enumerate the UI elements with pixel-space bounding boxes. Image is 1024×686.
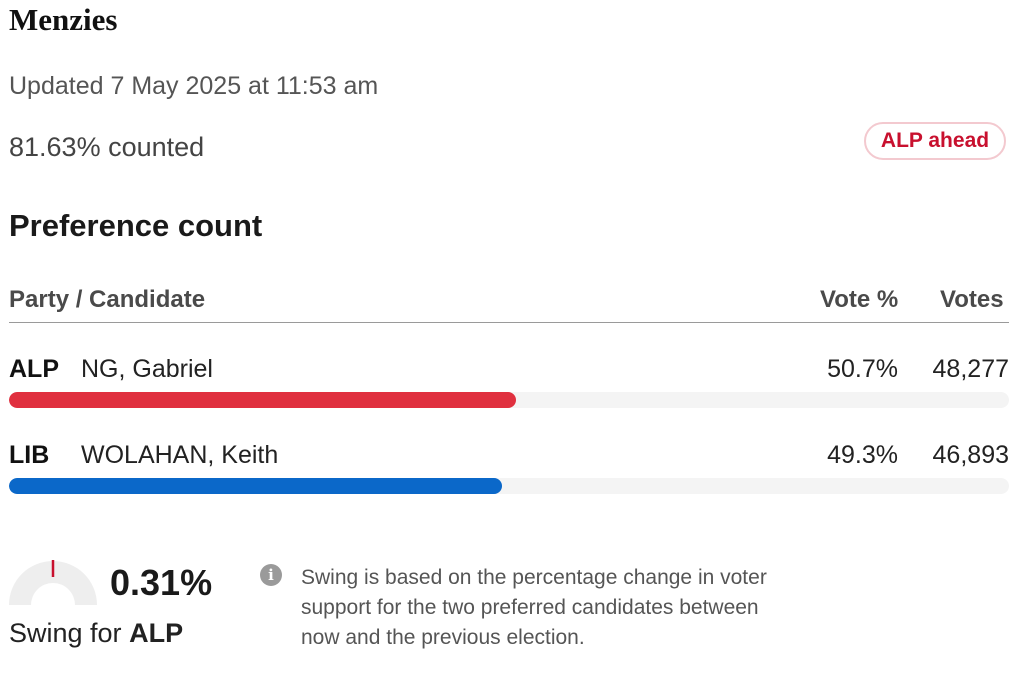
- status-badge: ALP ahead: [864, 122, 1006, 160]
- section-title: Preference count: [9, 208, 263, 243]
- header-divider: [9, 322, 1009, 323]
- swing-party: ALP: [129, 618, 184, 648]
- swing-label-prefix: Swing for: [9, 618, 122, 648]
- header-votes: Votes: [940, 286, 1004, 313]
- swing-explanation: Swing is based on the percentage change …: [301, 566, 767, 649]
- info-icon[interactable]: i: [260, 564, 282, 586]
- updated-timestamp: Updated 7 May 2025 at 11:53 am: [9, 72, 379, 100]
- header-party-candidate: Party / Candidate: [9, 286, 206, 313]
- candidate-name: NG, Gabriel: [81, 355, 213, 383]
- candidate-name: WOLAHAN, Keith: [81, 441, 279, 469]
- vote-bar-track: [9, 392, 1009, 408]
- vote-count: 46,893: [932, 441, 1009, 469]
- swing-label: Swing for ALP: [9, 618, 183, 649]
- electorate-title: Menzies: [9, 2, 118, 37]
- vote-bar-fill: [9, 478, 502, 494]
- party-code: LIB: [9, 441, 50, 469]
- party-code: ALP: [9, 355, 59, 383]
- swing-gauge-icon: [9, 560, 97, 605]
- vote-bar-fill: [9, 392, 516, 408]
- header-vote-pct: Vote %: [820, 286, 899, 313]
- counted-status: 81.63% counted: [9, 132, 205, 162]
- swing-value: 0.31%: [110, 562, 213, 603]
- vote-count: 48,277: [932, 355, 1009, 383]
- vote-percent: 50.7%: [827, 355, 898, 383]
- vote-percent: 49.3%: [827, 441, 898, 469]
- vote-bar-track: [9, 478, 1009, 494]
